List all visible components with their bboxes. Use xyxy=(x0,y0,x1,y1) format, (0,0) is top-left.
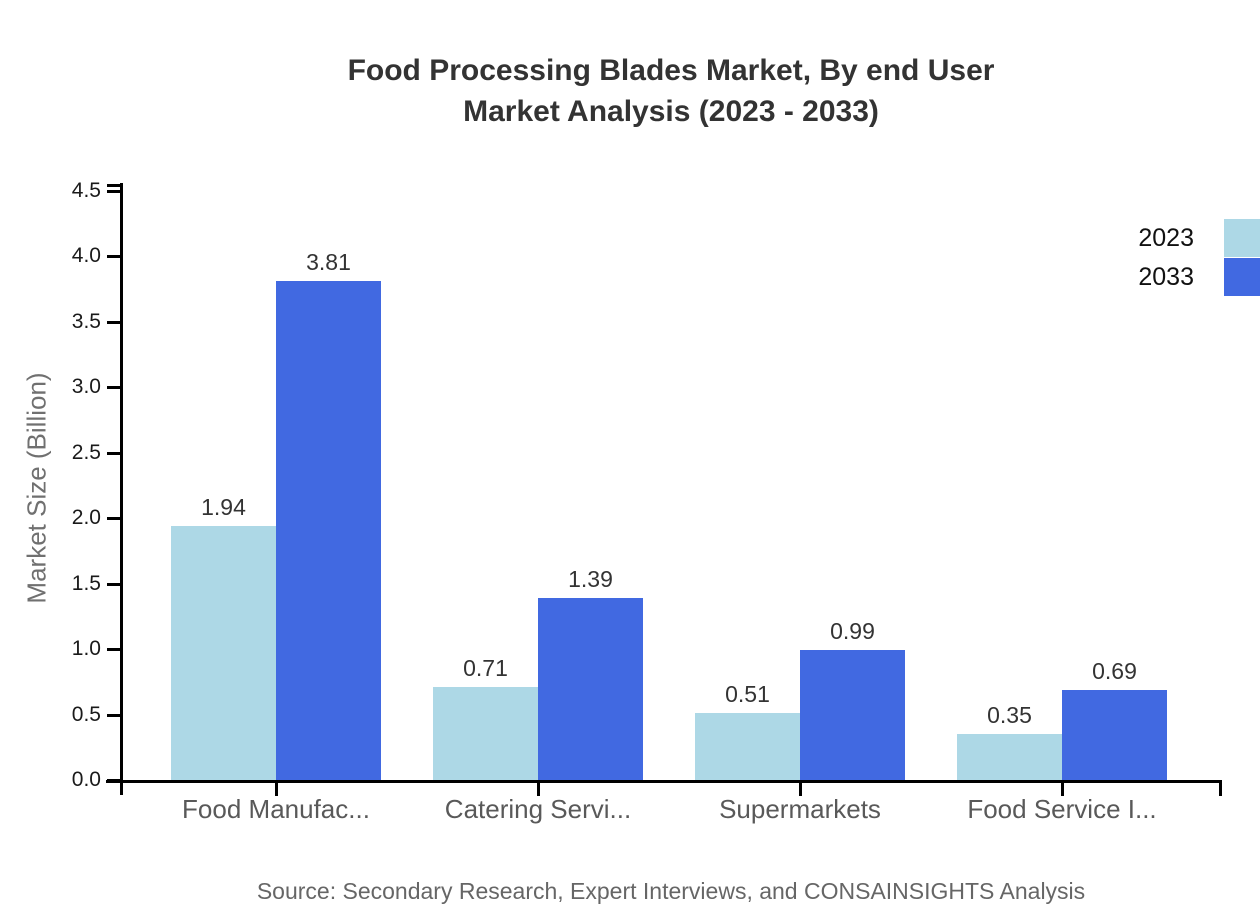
bar-2033 xyxy=(1062,690,1167,780)
x-tick xyxy=(799,780,802,796)
x-category-label: Catering Servi... xyxy=(444,794,632,824)
x-category-label: Supermarkets xyxy=(719,794,881,824)
y-axis-line xyxy=(120,183,123,795)
y-tick-label: 2.5 xyxy=(71,441,101,464)
x-tick xyxy=(1061,780,1064,796)
value-label: 1.39 xyxy=(568,566,613,592)
legend-item: 2033 xyxy=(1138,258,1260,296)
y-tick-label: 1.0 xyxy=(71,637,101,660)
value-label: 0.71 xyxy=(463,655,508,681)
x-axis-end-cap-icon xyxy=(1219,780,1222,796)
x-axis-line xyxy=(106,780,1222,783)
x-category-label: Food Manufac... xyxy=(182,794,370,824)
value-label: 0.51 xyxy=(725,681,770,707)
x-category-label: Food Service I... xyxy=(967,794,1157,824)
y-tick xyxy=(107,452,120,455)
legend-swatch xyxy=(1224,258,1260,296)
y-tick-label: 4.5 xyxy=(71,179,101,202)
y-tick xyxy=(107,714,120,717)
y-tick xyxy=(107,517,120,520)
y-tick xyxy=(107,190,120,193)
source-text: Source: Secondary Research, Expert Inter… xyxy=(256,878,1086,904)
bar-2033 xyxy=(538,598,643,780)
value-label: 3.81 xyxy=(306,249,351,275)
value-label: 0.99 xyxy=(830,618,875,644)
x-tick xyxy=(275,780,278,796)
bar-2023 xyxy=(433,687,538,780)
y-tick-label: 2.0 xyxy=(71,506,101,529)
chart-title-line2: Market Analysis (2023 - 2033) xyxy=(463,95,879,128)
legend-label: 2033 xyxy=(1138,262,1194,291)
value-label: 1.94 xyxy=(201,494,246,520)
chart-title: Food Processing Blades Market, By end Us… xyxy=(120,50,1222,132)
chart-title-line1: Food Processing Blades Market, By end Us… xyxy=(347,54,995,87)
y-tick xyxy=(107,648,120,651)
y-tick xyxy=(107,583,120,586)
bar-2023 xyxy=(171,526,276,780)
bar-2033 xyxy=(276,281,381,780)
bar-2033 xyxy=(800,650,905,780)
y-tick-label: 3.0 xyxy=(71,375,101,398)
y-axis-end-cap-icon xyxy=(107,184,120,187)
x-tick xyxy=(537,780,540,796)
y-tick-label: 3.5 xyxy=(71,310,101,333)
value-label: 0.35 xyxy=(987,702,1032,728)
y-tick-label: 0.5 xyxy=(71,703,101,726)
y-tick-label: 1.5 xyxy=(71,572,101,595)
y-tick xyxy=(107,779,120,782)
bar-2023 xyxy=(957,734,1062,780)
legend: 2023 2033 xyxy=(1138,219,1260,297)
y-tick xyxy=(107,321,120,324)
y-tick xyxy=(107,255,120,258)
legend-label: 2023 xyxy=(1138,223,1194,252)
legend-item: 2023 xyxy=(1138,219,1260,257)
y-tick-label: 4.0 xyxy=(71,244,101,267)
value-label: 0.69 xyxy=(1092,658,1137,684)
y-tick-label: 0.0 xyxy=(71,768,101,791)
legend-swatch xyxy=(1224,219,1260,257)
y-tick xyxy=(107,386,120,389)
bar-2023 xyxy=(695,713,800,780)
